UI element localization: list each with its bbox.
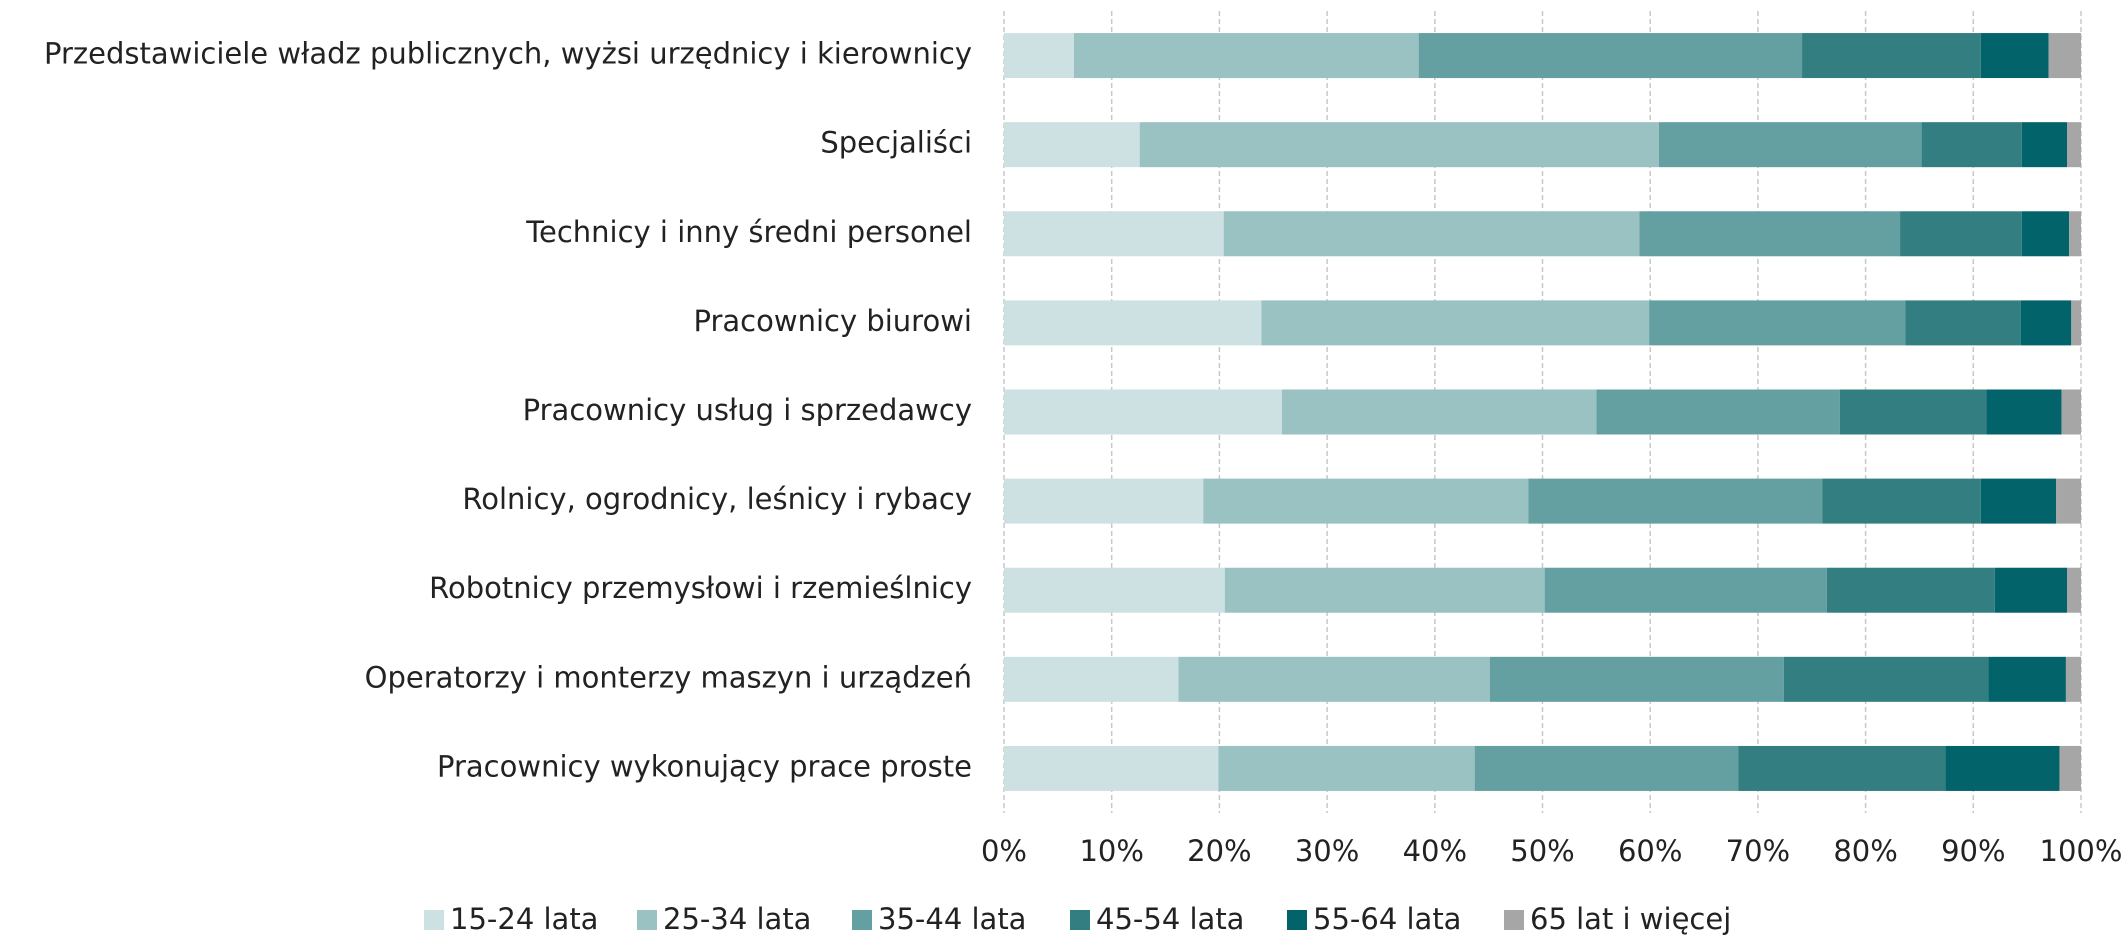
bar-segment bbox=[1544, 567, 1827, 613]
x-tick-label: 50% bbox=[1510, 834, 1574, 868]
bar-segment bbox=[1980, 478, 2057, 524]
x-tick-label: 100% bbox=[2040, 834, 2123, 868]
bar-segment bbox=[1905, 300, 2021, 346]
legend-label: 55-64 lata bbox=[1313, 902, 1461, 936]
bar-segment bbox=[2069, 211, 2081, 257]
bar-segment bbox=[2066, 122, 2081, 168]
x-tick-label: 10% bbox=[1079, 834, 1143, 868]
bar-segment bbox=[2020, 300, 2072, 346]
bar-segment bbox=[2071, 300, 2081, 346]
bar-segment bbox=[2048, 33, 2081, 79]
bar-segment bbox=[1004, 122, 1140, 168]
legend-label: 45-54 lata bbox=[1096, 902, 1244, 936]
bar-segment bbox=[1004, 33, 1075, 79]
legend-label: 15-24 lata bbox=[450, 902, 598, 936]
bar-segment bbox=[1281, 389, 1597, 435]
legend-label: 65 lat i więcej bbox=[1530, 902, 1731, 936]
bar-segment bbox=[1004, 478, 1204, 524]
x-tick-label: 80% bbox=[1833, 834, 1897, 868]
bar-segment bbox=[1658, 122, 1922, 168]
bar-segment bbox=[1639, 211, 1901, 257]
bar-segment bbox=[1649, 300, 1906, 346]
legend-swatch bbox=[1504, 910, 1524, 930]
x-tick-label: 60% bbox=[1618, 834, 1682, 868]
bar-segment bbox=[1822, 478, 1981, 524]
bar-segment bbox=[1261, 300, 1650, 346]
bar-segment bbox=[1074, 33, 1419, 79]
bar-segment bbox=[1783, 656, 1989, 702]
bar-segment bbox=[1224, 567, 1545, 613]
bar-segment bbox=[1004, 300, 1262, 346]
bar-segment bbox=[1203, 478, 1529, 524]
y-tick-label: Specjaliści bbox=[820, 126, 972, 160]
bar-segment bbox=[1921, 122, 2022, 168]
legend-label: 35-44 lata bbox=[878, 902, 1026, 936]
bar-segment bbox=[1528, 478, 1823, 524]
bar-segment bbox=[1986, 389, 2062, 435]
y-tick-label: Robotnicy przemysłowi i rzemieślnicy bbox=[429, 571, 972, 605]
bar-segment bbox=[2056, 478, 2081, 524]
bar-segment bbox=[2059, 745, 2081, 791]
bar-segment bbox=[1839, 389, 1987, 435]
legend-swatch bbox=[852, 910, 872, 930]
bar-segment bbox=[1223, 211, 1640, 257]
bar-segment bbox=[1004, 656, 1179, 702]
bar-segment bbox=[1139, 122, 1659, 168]
bar-segment bbox=[1178, 656, 1490, 702]
bar-segment bbox=[2066, 567, 2081, 613]
legend-swatch bbox=[1287, 910, 1307, 930]
x-tick-label: 0% bbox=[981, 834, 1027, 868]
y-tick-label: Pracownicy usług i sprzedawcy bbox=[523, 393, 972, 427]
bar-segment bbox=[1988, 656, 2066, 702]
x-tick-label: 30% bbox=[1295, 834, 1359, 868]
x-tick-label: 20% bbox=[1187, 834, 1251, 868]
bar-segment bbox=[1596, 389, 1840, 435]
bar-segment bbox=[1980, 33, 2049, 79]
bar-segment bbox=[2021, 122, 2067, 168]
legend-swatch bbox=[637, 910, 657, 930]
y-tick-label: Pracownicy wykonujący prace proste bbox=[437, 749, 972, 783]
bar-segment bbox=[2021, 211, 2070, 257]
bar-segment bbox=[1004, 389, 1282, 435]
bar-segment bbox=[1738, 745, 1946, 791]
y-tick-label: Rolnicy, ogrodnicy, leśnicy i rybacy bbox=[462, 482, 972, 516]
bar-segment bbox=[1218, 745, 1475, 791]
legend-swatch bbox=[424, 910, 444, 930]
bar-segment bbox=[1802, 33, 1981, 79]
x-tick-label: 90% bbox=[1941, 834, 2005, 868]
bar-segment bbox=[1945, 745, 2060, 791]
bar-segment bbox=[2061, 389, 2081, 435]
bar-segment bbox=[1826, 567, 1995, 613]
bar-segment bbox=[1900, 211, 2022, 257]
legend-swatch bbox=[1070, 910, 1090, 930]
bar-segment bbox=[1418, 33, 1803, 79]
bar-segment bbox=[2065, 656, 2081, 702]
y-tick-label: Przedstawiciele władz publicznych, wyżsi… bbox=[44, 37, 972, 71]
y-tick-label: Operatorzy i monterzy maszyn i urządzeń bbox=[365, 660, 972, 694]
bar-segment bbox=[1004, 745, 1219, 791]
bar-segment bbox=[1994, 567, 2067, 613]
legend-label: 25-34 lata bbox=[663, 902, 811, 936]
bar-segment bbox=[1004, 211, 1224, 257]
bar-segment bbox=[1489, 656, 1784, 702]
y-tick-label: Technicy i inny średni personel bbox=[525, 215, 972, 249]
x-tick-label: 70% bbox=[1726, 834, 1790, 868]
bar-segment bbox=[1004, 567, 1225, 613]
y-tick-label: Pracownicy biurowi bbox=[694, 304, 973, 338]
x-tick-label: 40% bbox=[1403, 834, 1467, 868]
bar-segment bbox=[1474, 745, 1739, 791]
